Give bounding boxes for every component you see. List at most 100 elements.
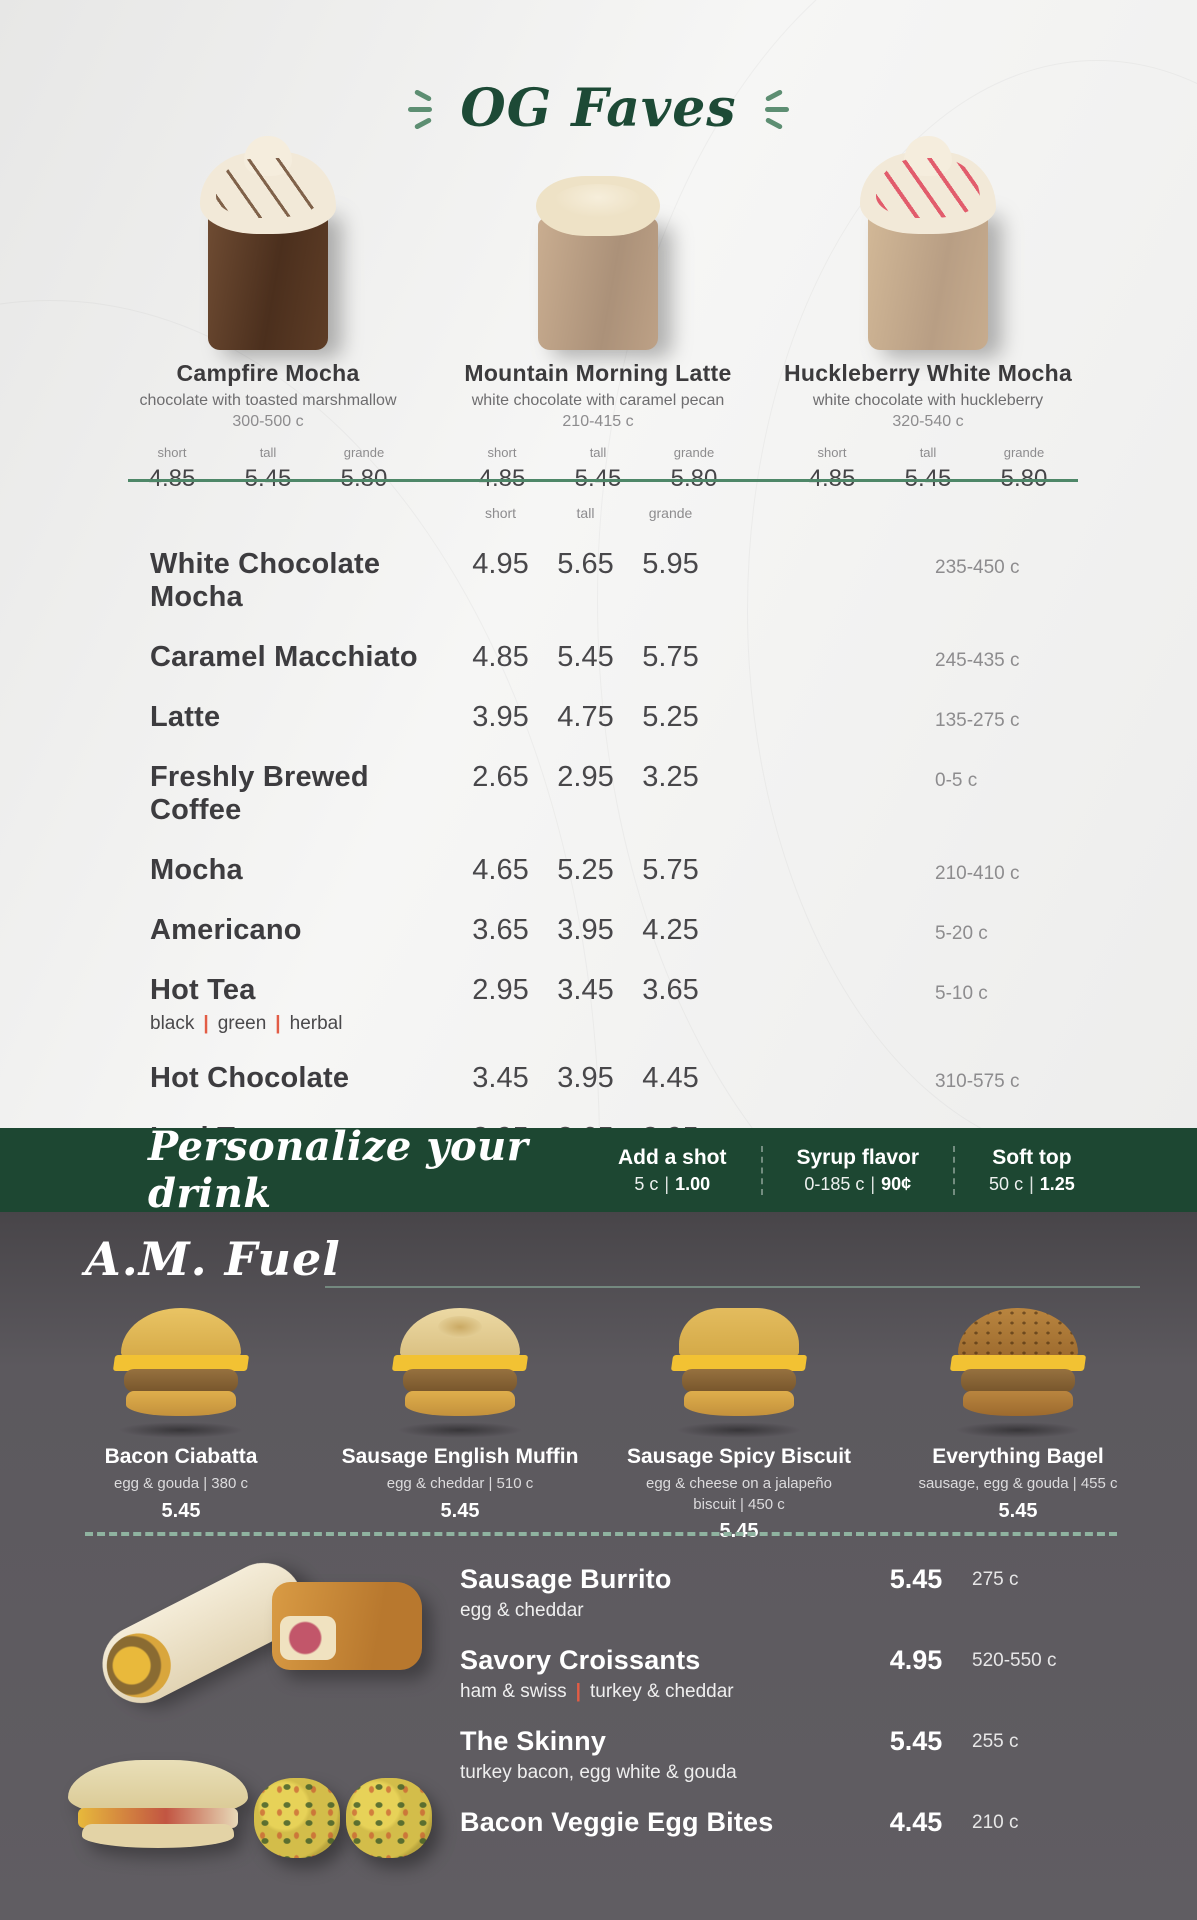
- pipe-separator: |: [275, 1013, 281, 1034]
- item-name: The Skinny: [460, 1726, 607, 1756]
- item-description: ham & swiss | turkey & cheddar: [460, 1681, 860, 1703]
- calories: 255 c: [972, 1731, 1019, 1752]
- drink-name: Campfire Mocha: [176, 360, 360, 386]
- price-short: 4.85: [472, 641, 529, 673]
- price-tall: 5.65: [557, 548, 614, 580]
- table-row: Freshly Brewed Coffee 2.65 2.95 3.25 0-5…: [150, 761, 1055, 827]
- table-row: Iced Tea 2.95 3.65 3.95 5-10 c green|ind…: [150, 1122, 1055, 1128]
- table-row: Hot Chocolate 3.45 3.95 4.45 310-575 c: [150, 1062, 1055, 1095]
- size-label: short: [484, 505, 517, 521]
- sausage-spicy-biscuit-image: [664, 1308, 814, 1438]
- item-description: egg & gouda | 380 c: [113, 1475, 248, 1493]
- price-short: 3.95: [472, 701, 529, 733]
- size-label: short: [157, 445, 187, 460]
- dashed-divider: [85, 1532, 1117, 1536]
- addon-price: 1.25: [1039, 1173, 1075, 1194]
- item-name: Sausage English Muffin: [341, 1445, 579, 1468]
- calories: 135-275 c: [935, 710, 1020, 731]
- drink-name: Hot Chocolate: [150, 1062, 350, 1094]
- drink-prices: short 4.85 tall 5.45 grande 5.80: [118, 445, 418, 493]
- variant: herbal: [289, 1013, 343, 1034]
- price-tall: 2.95: [557, 761, 614, 793]
- section-divider: [325, 1286, 1140, 1288]
- egg-bite-image: [254, 1778, 340, 1858]
- section-title: A.M. Fuel: [85, 1232, 341, 1286]
- drink-name: Freshly Brewed Coffee: [150, 761, 369, 826]
- sandwich-card: Bacon Ciabatta egg & gouda | 380 c 5.45: [52, 1308, 310, 1543]
- bacon-ciabatta-image: [106, 1308, 256, 1438]
- price: 5.45: [880, 465, 976, 493]
- drink-name: Huckleberry White Mocha: [783, 360, 1073, 386]
- breakfast-sandwiches: Bacon Ciabatta egg & gouda | 380 c 5.45 …: [52, 1308, 1147, 1543]
- am-fuel-section: A.M. Fuel Bacon Ciabatta egg & gouda | 3…: [0, 1212, 1197, 1920]
- price-grande: 3.25: [642, 761, 699, 793]
- price: 5.45: [889, 1564, 943, 1594]
- addon-option: Soft top 50 c | 1.25: [953, 1145, 1109, 1195]
- table-row: White Chocolate Mocha 4.95 5.65 5.95 235…: [150, 548, 1055, 614]
- price-grande: 4.45: [642, 1062, 699, 1094]
- price: 4.95: [889, 1645, 943, 1675]
- size-label: grande: [673, 445, 715, 460]
- background-contour: [597, 0, 1197, 1128]
- savory-croissant-image: [272, 1582, 422, 1670]
- drink-variants: black | green | herbal: [150, 1013, 1055, 1035]
- price-tall: 3.45: [557, 974, 614, 1006]
- pipe-separator: |: [1029, 1173, 1034, 1194]
- addon-label: Add a shot: [618, 1145, 727, 1169]
- price-short: 3.45: [472, 1062, 529, 1094]
- size-label: short: [817, 445, 847, 460]
- table-row: Mocha 4.65 5.25 5.75 210-410 c: [150, 854, 1055, 887]
- calories: 275 c: [972, 1569, 1019, 1590]
- price: 5.80: [316, 465, 412, 493]
- price: 5.45: [719, 1519, 759, 1542]
- drink-name: Iced Tea: [150, 1122, 458, 1128]
- price-short: 2.65: [472, 761, 529, 793]
- everything-bagel-image: [943, 1308, 1093, 1438]
- addon-detail: 0-185 c | 90¢: [797, 1174, 920, 1195]
- price-grande: 3.65: [642, 974, 699, 1006]
- calories: 310-575 c: [935, 1071, 1020, 1092]
- addon-calories: 50 c: [989, 1173, 1024, 1194]
- price-grande: 5.95: [642, 548, 699, 580]
- price: 5.45: [889, 1726, 943, 1756]
- addon-calories: 0-185 c: [804, 1173, 865, 1194]
- price: 5.45: [550, 465, 646, 493]
- calories: 5-10 c: [935, 983, 988, 1004]
- calories: 210-410 c: [935, 863, 1020, 884]
- size-label: grande: [1003, 445, 1045, 460]
- price: 4.45: [889, 1807, 943, 1837]
- drink-name: Caramel Macchiato: [150, 641, 418, 673]
- price-grande: 5.75: [642, 641, 699, 673]
- list-item: The Skinny turkey bacon, egg white & gou…: [460, 1726, 1175, 1784]
- huckleberry-white-mocha-image: [838, 136, 1018, 350]
- table-row: Caramel Macchiato 4.85 5.45 5.75 245-435…: [150, 641, 1055, 674]
- section-divider: [128, 479, 1078, 482]
- drink-name: Americano: [150, 914, 302, 946]
- drink-calories: 210-415 c: [562, 413, 634, 430]
- mountain-morning-latte-image: [508, 150, 688, 350]
- drink-name: Latte: [150, 701, 221, 733]
- item-name: Sausage Burrito: [460, 1564, 672, 1594]
- addon-option: Syrup flavor 0-185 c | 90¢: [760, 1145, 954, 1195]
- size-label: tall: [576, 505, 595, 521]
- variant: green: [217, 1013, 267, 1034]
- variant: ham & swiss: [460, 1681, 567, 1702]
- price-grande: 4.25: [642, 914, 699, 946]
- addon-option: Add a shot 5 c | 1.00: [584, 1146, 761, 1195]
- size-label: tall: [259, 445, 277, 460]
- featured-drink-card: Huckleberry White Mocha white chocolate …: [778, 136, 1078, 493]
- accent-strokes-icon: [757, 88, 793, 130]
- calories: 210 c: [972, 1812, 1019, 1833]
- price: 4.85: [454, 465, 550, 493]
- price: 5.45: [161, 1499, 201, 1522]
- item-name: Sausage Spicy Biscuit: [626, 1445, 852, 1468]
- pipe-separator: |: [870, 1173, 876, 1194]
- calories: 520-550 c: [972, 1650, 1057, 1671]
- price-grande: 5.75: [642, 854, 699, 886]
- price-short: 2.95: [472, 974, 529, 1006]
- pipe-separator: |: [664, 1173, 670, 1194]
- drink-description: white chocolate with huckleberry: [812, 392, 1044, 409]
- list-item: Bacon Veggie Egg Bites 4.45 210 c: [460, 1807, 1175, 1838]
- addon-detail: 5 c | 1.00: [618, 1174, 727, 1195]
- campfire-mocha-image: [178, 136, 358, 350]
